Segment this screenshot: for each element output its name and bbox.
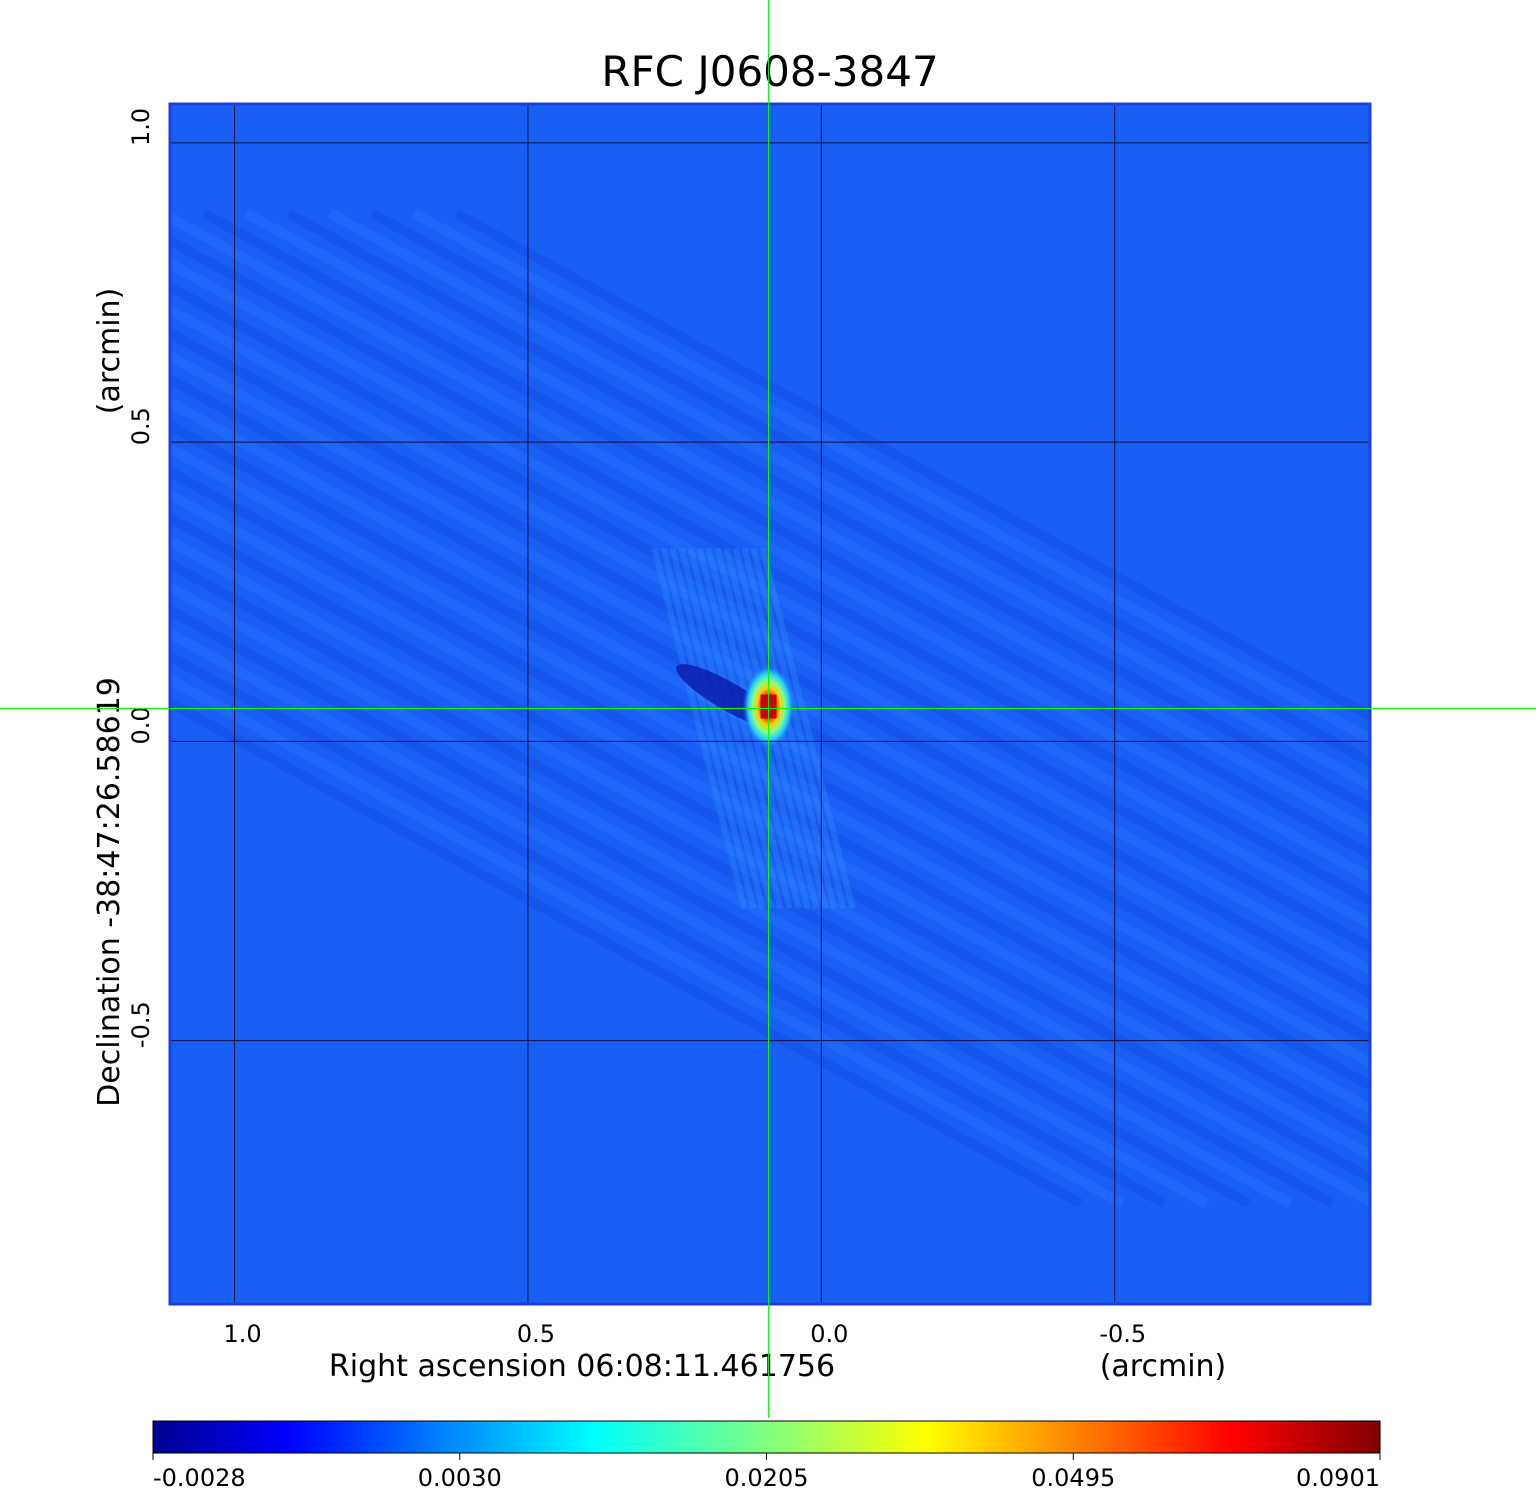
plot-area bbox=[170, 104, 1370, 1304]
y-tick-label: 0.0 bbox=[127, 706, 155, 744]
x-tick-label: 0.0 bbox=[810, 1320, 848, 1348]
streak bbox=[660, 547, 757, 910]
streak bbox=[696, 547, 793, 910]
y-tick-label: 0.5 bbox=[127, 407, 155, 445]
y-axis-label: Declination -38:47:26.58619 bbox=[92, 677, 127, 1107]
chart-title: RFC J0608-3847 bbox=[601, 47, 938, 96]
x-axis-label: Right ascension 06:08:11.461756 bbox=[329, 1349, 835, 1384]
crosshair bbox=[0, 0, 1536, 1418]
streak bbox=[678, 547, 775, 910]
y-tick-labels: 1.0 0.5 0.0 -0.5 bbox=[127, 108, 155, 1048]
plot-frame bbox=[168, 102, 1372, 1306]
y-tick-label: 1.0 bbox=[127, 108, 155, 146]
colorbar bbox=[152, 1420, 1381, 1454]
streak bbox=[651, 547, 748, 910]
streak bbox=[759, 547, 856, 910]
y-axis-unit: (arcmin) bbox=[92, 288, 127, 415]
x-axis-unit: (arcmin) bbox=[1100, 1349, 1227, 1384]
grid-lines bbox=[170, 104, 1370, 1304]
colorbar-tick-label: 0.0495 bbox=[1031, 1464, 1115, 1492]
colorbar-tick-label: -0.0028 bbox=[153, 1464, 246, 1492]
x-tick-label: -0.5 bbox=[1099, 1320, 1146, 1348]
colorbar-ticks: -0.0028 0.0030 0.0205 0.0495 0.0901 bbox=[152, 1453, 1381, 1492]
colorbar-tick-label: 0.0901 bbox=[1296, 1464, 1380, 1492]
y-tick-label: -0.5 bbox=[127, 1001, 155, 1048]
x-tick-label: 1.0 bbox=[223, 1320, 261, 1348]
colorbar-tick-label: 0.0205 bbox=[725, 1464, 809, 1492]
x-tick-label: 0.5 bbox=[517, 1320, 555, 1348]
streak bbox=[687, 547, 784, 910]
colorbar-tick-label: 0.0030 bbox=[418, 1464, 502, 1492]
streak bbox=[669, 547, 766, 910]
x-tick-labels: 1.0 0.5 0.0 -0.5 bbox=[223, 1320, 1146, 1348]
